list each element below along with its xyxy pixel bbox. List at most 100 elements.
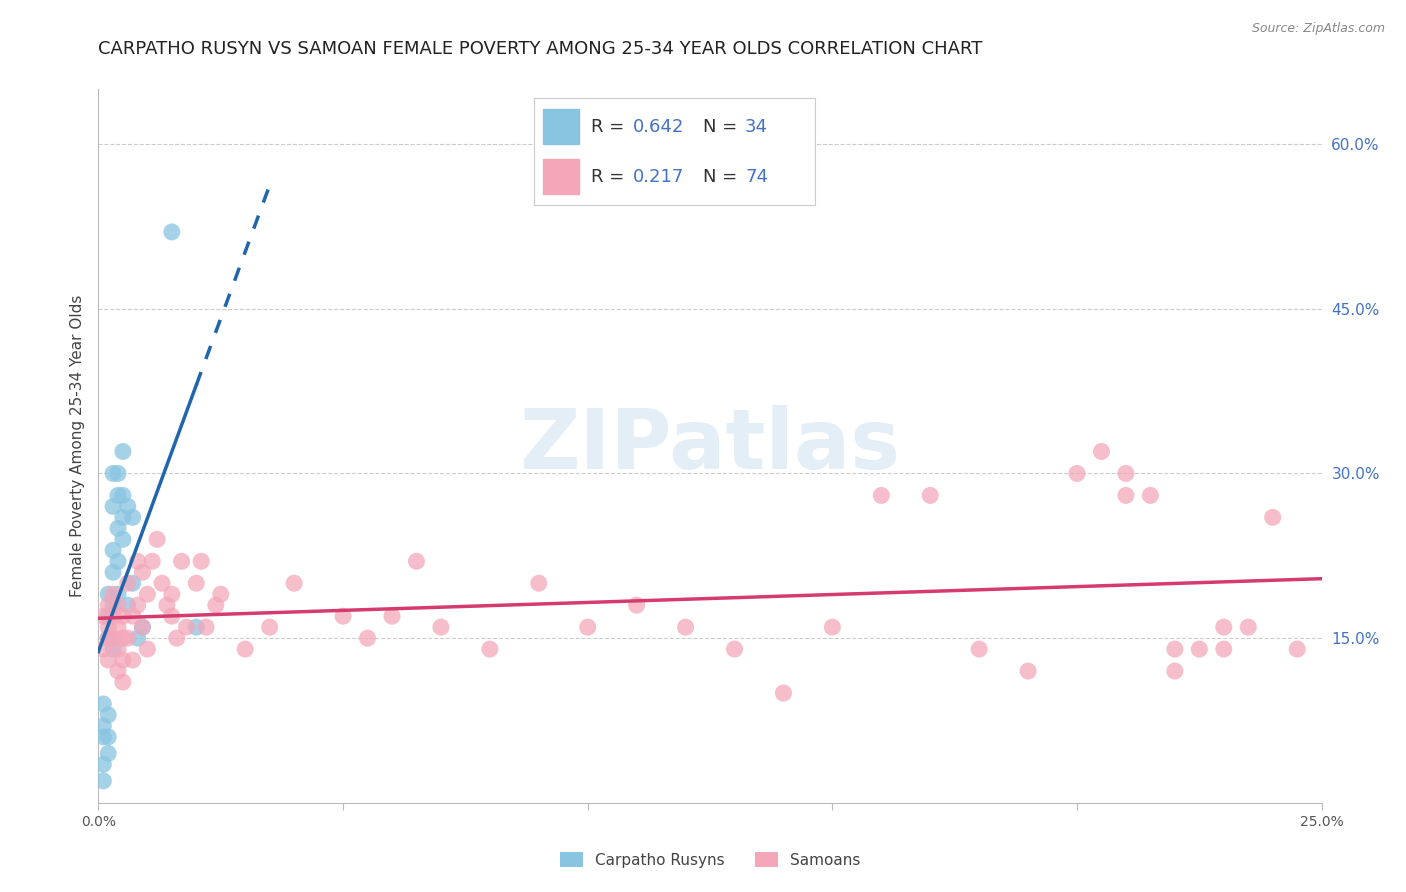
- Point: [1261, 510, 1284, 524]
- Point: [97, 708, 120, 723]
- Point: [111, 533, 134, 547]
- Point: [91, 719, 114, 733]
- Point: [121, 510, 143, 524]
- Point: [131, 566, 153, 580]
- Point: [967, 642, 990, 657]
- Point: [1286, 642, 1309, 657]
- Point: [91, 642, 114, 657]
- Point: [97, 730, 120, 744]
- Point: [478, 642, 501, 657]
- Point: [121, 576, 143, 591]
- Point: [1017, 664, 1039, 678]
- Point: [141, 554, 163, 568]
- Point: [1164, 664, 1187, 678]
- Point: [107, 598, 129, 612]
- Point: [121, 609, 143, 624]
- Point: [101, 543, 124, 558]
- Point: [107, 587, 129, 601]
- Point: [117, 576, 139, 591]
- Point: [101, 500, 124, 514]
- Point: [1164, 642, 1187, 657]
- Point: [127, 598, 149, 612]
- Point: [176, 620, 198, 634]
- Point: [111, 631, 134, 645]
- Point: [160, 609, 183, 624]
- Point: [190, 554, 212, 568]
- Point: [91, 697, 114, 711]
- Point: [186, 620, 208, 634]
- Point: [117, 598, 139, 612]
- Point: [723, 642, 745, 657]
- Point: [101, 598, 124, 612]
- Point: [527, 576, 550, 591]
- Point: [101, 587, 124, 601]
- Point: [821, 620, 844, 634]
- Point: [160, 587, 183, 601]
- Point: [283, 576, 305, 591]
- Point: [91, 773, 114, 788]
- Point: [91, 730, 114, 744]
- Point: [97, 631, 120, 645]
- Point: [626, 598, 648, 612]
- Text: R =: R =: [591, 169, 636, 186]
- Text: N =: N =: [703, 169, 742, 186]
- Point: [117, 631, 139, 645]
- Point: [91, 609, 114, 624]
- Point: [675, 620, 697, 634]
- Point: [107, 521, 129, 535]
- Point: [1115, 488, 1137, 502]
- Point: [195, 620, 218, 634]
- Point: [107, 620, 129, 634]
- Text: 0.642: 0.642: [633, 118, 685, 136]
- Point: [97, 598, 120, 612]
- Point: [97, 609, 120, 624]
- Point: [107, 467, 129, 481]
- Point: [430, 620, 453, 634]
- Point: [356, 631, 378, 645]
- Point: [166, 631, 188, 645]
- Point: [381, 609, 404, 624]
- Point: [205, 598, 228, 612]
- Point: [150, 576, 173, 591]
- Point: [186, 576, 208, 591]
- Point: [156, 598, 179, 612]
- Point: [97, 747, 120, 761]
- Point: [209, 587, 232, 601]
- Point: [136, 642, 159, 657]
- Point: [259, 620, 281, 634]
- Point: [131, 620, 153, 634]
- Point: [1188, 642, 1211, 657]
- Point: [111, 488, 134, 502]
- Point: [117, 500, 139, 514]
- Point: [870, 488, 893, 502]
- Point: [97, 631, 120, 645]
- Point: [101, 609, 124, 624]
- Point: [1139, 488, 1161, 502]
- Point: [97, 587, 120, 601]
- Point: [920, 488, 942, 502]
- Point: [107, 554, 129, 568]
- Legend: Carpatho Rusyns, Samoans: Carpatho Rusyns, Samoans: [554, 846, 866, 873]
- Point: [127, 554, 149, 568]
- Text: 34: 34: [745, 118, 768, 136]
- Point: [332, 609, 354, 624]
- Point: [111, 444, 134, 458]
- Point: [107, 488, 129, 502]
- Point: [1212, 620, 1234, 634]
- Point: [111, 675, 134, 690]
- Point: [170, 554, 193, 568]
- Point: [131, 620, 153, 634]
- Text: Source: ZipAtlas.com: Source: ZipAtlas.com: [1251, 22, 1385, 36]
- Text: R =: R =: [591, 118, 630, 136]
- Point: [107, 664, 129, 678]
- Point: [136, 587, 159, 601]
- Point: [1115, 467, 1137, 481]
- Point: [576, 620, 599, 634]
- Point: [160, 225, 183, 239]
- Point: [1066, 467, 1088, 481]
- Point: [233, 642, 256, 657]
- Text: N =: N =: [703, 118, 742, 136]
- Point: [405, 554, 427, 568]
- Text: 0.217: 0.217: [633, 169, 685, 186]
- Text: CARPATHO RUSYN VS SAMOAN FEMALE POVERTY AMONG 25-34 YEAR OLDS CORRELATION CHART: CARPATHO RUSYN VS SAMOAN FEMALE POVERTY …: [98, 40, 983, 58]
